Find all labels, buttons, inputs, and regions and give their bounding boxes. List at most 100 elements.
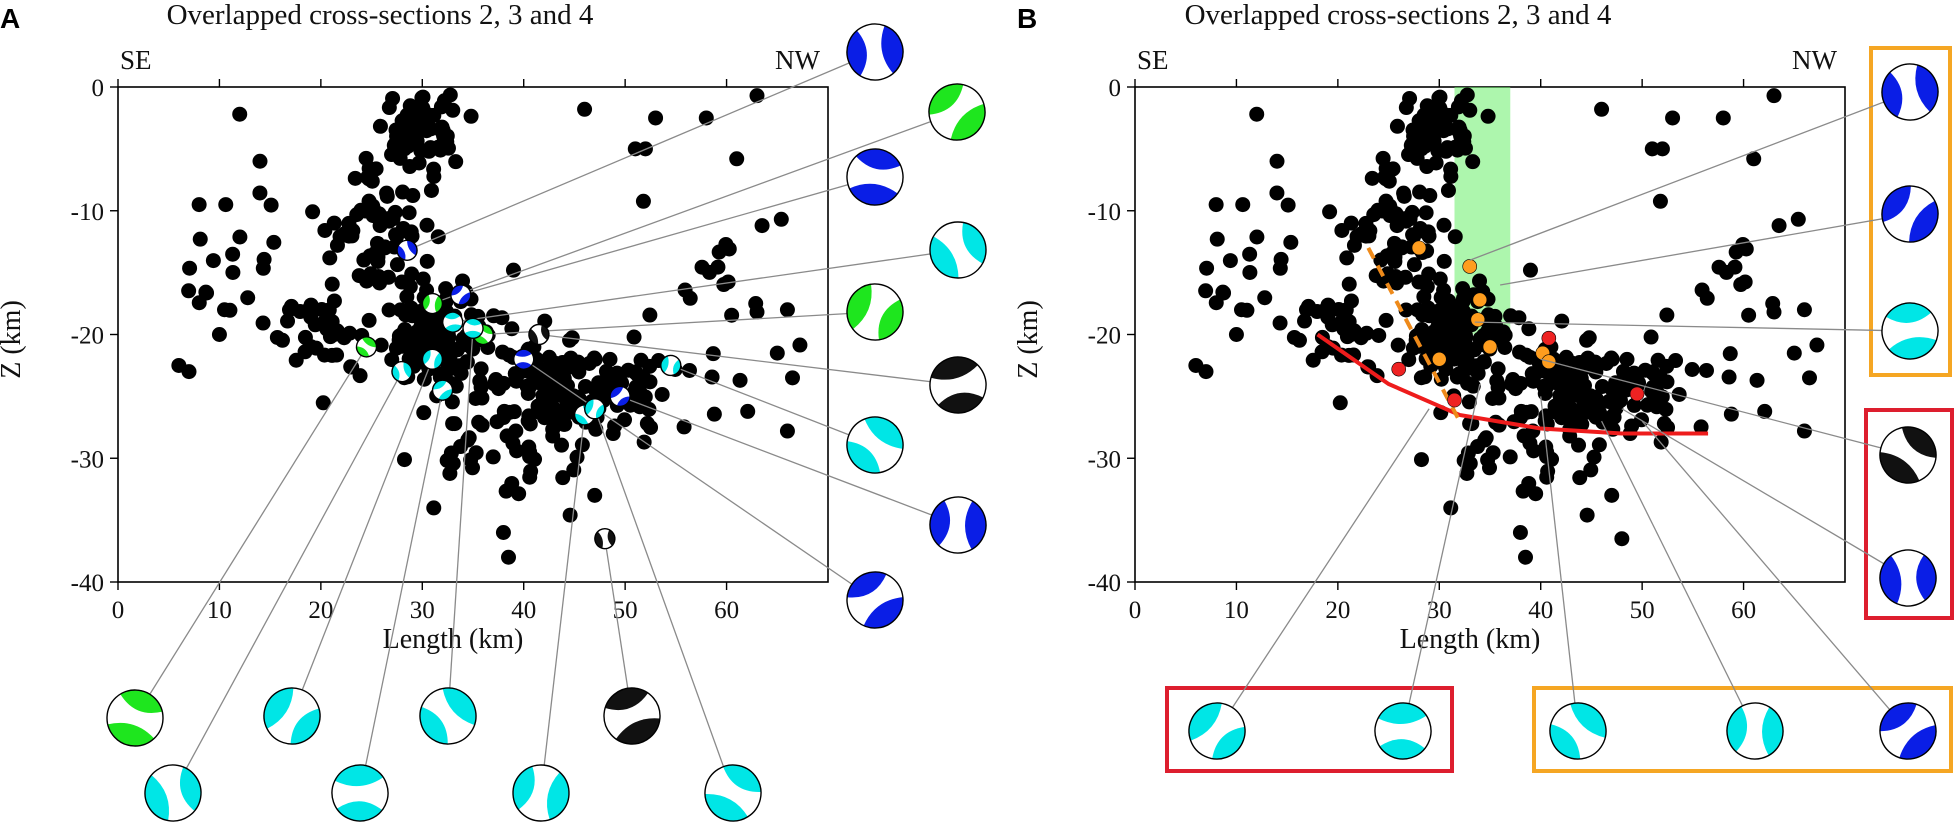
leader-line: [1621, 408, 1909, 579]
event-dot: [256, 251, 272, 267]
event-dot: [425, 322, 441, 338]
y-tick-label: -10: [71, 199, 104, 226]
event-dot: [1722, 346, 1738, 362]
event-dot: [324, 276, 340, 292]
beachball-cyan: [1726, 702, 1784, 760]
beachball-cyan-rim: [419, 687, 477, 745]
event-dot: [588, 421, 604, 437]
event-dot: [1443, 500, 1459, 516]
event-dot: [574, 437, 590, 453]
event-dot: [521, 408, 537, 424]
beachball-blue: [846, 148, 904, 206]
event-dot: [1411, 274, 1427, 290]
event-dot: [1644, 141, 1660, 157]
event-dot: [465, 460, 481, 476]
event-dot: [1458, 310, 1474, 326]
event-dot: [1693, 419, 1709, 435]
dashed-fault: [1366, 246, 1462, 423]
event-dot: [1562, 400, 1578, 416]
event-dot: [389, 257, 405, 273]
event-dot: [626, 329, 642, 345]
event-dot: [1387, 249, 1403, 265]
event-dot: [1522, 262, 1538, 278]
event-dot: [419, 217, 435, 233]
event-dot: [468, 390, 484, 406]
event-dot: [440, 140, 456, 156]
event-dot: [489, 414, 505, 430]
event-dot: [1398, 302, 1414, 318]
event-dot: [607, 418, 623, 434]
beachball-cyan-rim: [1726, 702, 1784, 760]
mechanism-marker: [609, 385, 631, 408]
event-dot: [1447, 229, 1463, 245]
beachball-cyan-q2: [336, 801, 383, 822]
event-dot: [732, 372, 748, 388]
beachball-blue-q1: [965, 500, 987, 550]
red-event: [1391, 361, 1407, 377]
event-dot: [1457, 358, 1473, 374]
event-dot: [1419, 98, 1435, 114]
event-dot: [1422, 188, 1438, 204]
beachball-green: [106, 689, 164, 747]
event-dot: [1459, 87, 1475, 103]
leader-line: [604, 538, 633, 717]
leader-line: [359, 390, 444, 794]
event-dot: [402, 115, 418, 131]
event-dot: [379, 188, 395, 204]
event-dot: [577, 101, 593, 117]
beachball-black-q1: [1879, 452, 1920, 484]
event-dot: [1432, 335, 1448, 351]
beachball-cyan-q1: [1570, 702, 1607, 738]
event-dot: [1343, 215, 1359, 231]
event-dot: [266, 234, 282, 250]
beachball-black: [1879, 426, 1937, 484]
event-dot: [1234, 302, 1249, 318]
beachball-blue-q2: [929, 500, 950, 546]
beachball-blue-q2: [856, 148, 901, 170]
beachball-cyan-q1: [1762, 706, 1784, 756]
orange-event: [1411, 240, 1427, 256]
leader-line: [540, 414, 586, 794]
beachball-blue-q2: [1881, 185, 1911, 222]
event-dot: [1249, 106, 1265, 122]
leader-line: [1540, 358, 1909, 456]
event-dot: [1334, 347, 1350, 363]
event-dot: [448, 154, 464, 170]
event-dot: [366, 201, 382, 217]
event-dot: [473, 379, 489, 395]
event-dot: [369, 235, 385, 251]
event-dot: [1516, 428, 1532, 444]
event-dot: [1443, 107, 1459, 123]
event-dot: [181, 283, 197, 299]
event-dot: [706, 406, 722, 422]
event-dot: [322, 250, 338, 266]
y-tick-label: -40: [1088, 570, 1121, 597]
event-dot: [274, 332, 290, 348]
event-dot: [495, 344, 511, 360]
mechanism-marker: [584, 398, 606, 420]
event-dot: [1283, 234, 1299, 250]
event-dot: [1587, 354, 1603, 370]
event-dot: [303, 309, 319, 325]
event-dot: [1581, 330, 1597, 346]
beachball-cyan-q2: [1885, 302, 1932, 323]
event-dot: [361, 312, 377, 328]
event-dot: [211, 327, 227, 342]
event-dot: [1562, 375, 1578, 391]
orange-event: [1462, 259, 1478, 274]
event-dot: [385, 90, 401, 106]
event-dot: [1796, 423, 1812, 439]
leader-line: [1600, 420, 1756, 732]
orange-box-bottom: [1532, 686, 1953, 773]
event-dot: [785, 370, 800, 386]
beachball-green-rim: [106, 689, 164, 747]
event-dot: [232, 229, 248, 245]
beachball-cyan-q2: [846, 441, 881, 474]
y-tick-label: -40: [71, 570, 104, 597]
beachball-cyan-rim: [846, 416, 904, 474]
event-dot: [1235, 197, 1251, 213]
beachball-cyan: [929, 221, 987, 279]
beachball-cyan-q1: [263, 687, 294, 729]
mechanism-marker: [396, 239, 418, 262]
beachball-cyan-rim: [512, 764, 570, 822]
